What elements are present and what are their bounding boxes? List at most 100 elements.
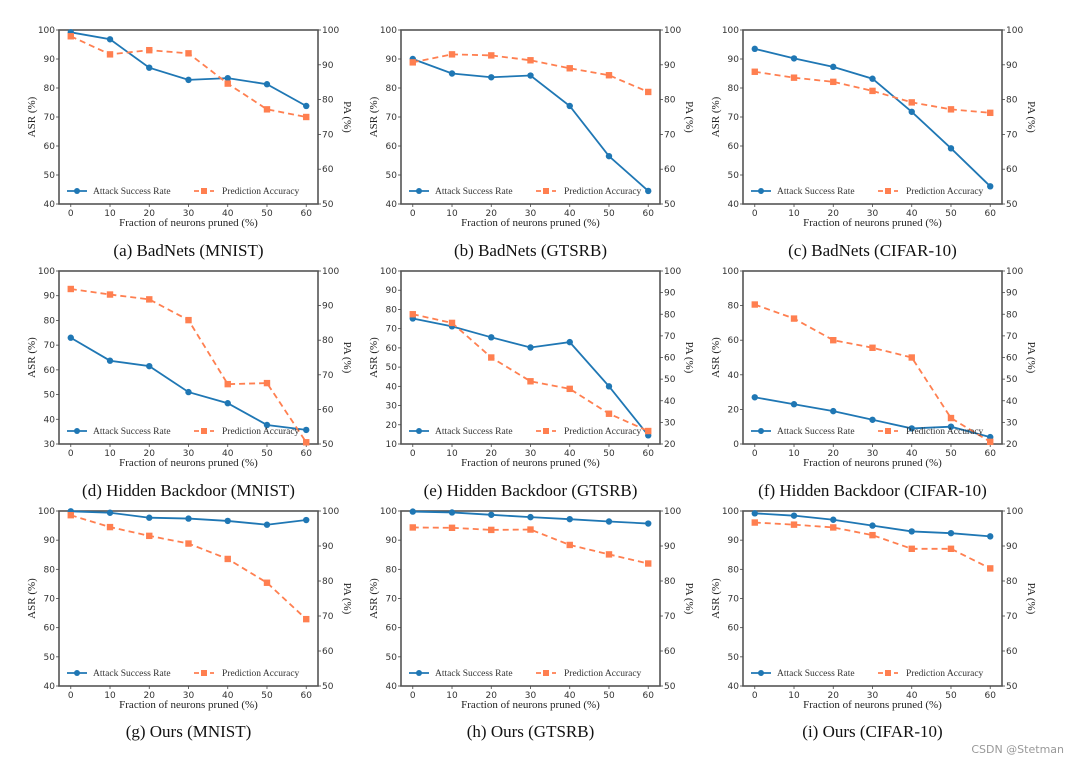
pa-point [185, 50, 192, 57]
pa-point [908, 354, 915, 361]
legend-asr-marker [74, 188, 80, 194]
x-tick-label: 0 [68, 209, 74, 219]
x-tick-label: 60 [985, 691, 997, 701]
pa-point [409, 524, 416, 531]
pa-point [645, 560, 652, 567]
x-tick-label: 40 [564, 691, 576, 701]
y-axis-label: ASR (%) [26, 337, 38, 378]
y-axis-label: ASR (%) [26, 578, 38, 619]
legend-pa-marker [201, 188, 207, 194]
y-tick-label: 50 [44, 171, 56, 181]
asr-point [751, 394, 758, 401]
asr-line [412, 58, 649, 192]
y2-tick-label: 60 [322, 405, 334, 415]
x-tick-label: 60 [301, 691, 313, 701]
x-tick-label: 10 [788, 449, 800, 459]
pa-point [830, 337, 837, 344]
asr-point [146, 514, 153, 521]
y2-tick-label: 40 [1006, 397, 1018, 407]
x-tick-label: 60 [301, 209, 313, 219]
x-tick-label: 40 [564, 209, 576, 219]
y2-tick-label: 100 [1006, 507, 1023, 517]
x-tick-label: 30 [867, 449, 879, 459]
x-tick-label: 40 [906, 691, 918, 701]
asr-point [869, 416, 876, 423]
y2-tick-label: 70 [322, 371, 334, 381]
series-pa [751, 68, 994, 117]
y-tick-label: 40 [728, 682, 740, 692]
y-tick-label: 100 [722, 507, 739, 517]
y2-tick-label: 20 [664, 440, 676, 450]
plot-frame [58, 270, 319, 445]
pa-line [70, 35, 307, 118]
y-axis-label: ASR (%) [710, 578, 722, 619]
asr-point [185, 76, 192, 84]
y-tick-label: 20 [386, 421, 398, 431]
x-axis-label: Fraction of neurons pruned (%) [461, 699, 600, 711]
legend-asr-marker [74, 428, 80, 434]
x-tick-label: 30 [183, 209, 195, 219]
legend-pa-label: Prediction Accuracy [564, 427, 642, 437]
asr-point [566, 515, 573, 523]
plot-frame [58, 510, 319, 687]
pa-point [987, 438, 994, 446]
pa-point [790, 74, 798, 81]
pa-point [448, 524, 456, 531]
x-tick-label: 30 [867, 209, 879, 219]
series-pa [409, 311, 652, 435]
pa-point [830, 524, 837, 531]
asr-point [605, 152, 613, 160]
x-axis-label: Fraction of neurons pruned (%) [803, 217, 942, 229]
y2-tick-label: 40 [664, 397, 676, 407]
x-axis-label: Fraction of neurons pruned (%) [461, 217, 600, 229]
legend: Attack Success Rate Prediction Accuracy [67, 427, 300, 437]
asr-point [224, 400, 231, 407]
x-tick-label: 0 [752, 209, 758, 219]
y-tick-label: 100 [38, 26, 55, 36]
y-tick-label: 50 [44, 653, 56, 663]
y-axis-label: ASR (%) [26, 96, 38, 137]
subplot-c: 40 50 60 70 80 90 100 50 60 70 80 90 100 0 10 20 30 40 50 6… [710, 26, 1037, 260]
y2-tick-label: 60 [664, 647, 676, 657]
y2-tick-label: 70 [664, 332, 676, 342]
y-tick-label: 90 [728, 536, 740, 546]
x-tick-label: 40 [906, 209, 918, 219]
asr-point [987, 183, 994, 190]
y-tick-label: 100 [38, 507, 55, 517]
legend-pa-label: Prediction Accuracy [906, 187, 984, 197]
y-tick-label: 90 [44, 536, 56, 546]
series-pa [67, 33, 310, 121]
x-tick-label: 10 [104, 449, 116, 459]
asr-point [224, 74, 231, 82]
y2-axis-label: PA (%) [683, 583, 695, 615]
y-axis-label: ASR (%) [368, 337, 380, 378]
y-tick-label: 60 [728, 336, 740, 346]
y-tick-label: 100 [722, 267, 739, 277]
x-tick-label: 60 [985, 209, 997, 219]
x-tick-label: 10 [788, 209, 800, 219]
x-tick-label: 30 [525, 449, 537, 459]
x-tick-label: 20 [144, 691, 156, 701]
y-tick-label: 50 [728, 171, 740, 181]
y2-tick-label: 70 [1006, 612, 1018, 622]
legend: Attack Success Rate Prediction Accuracy [409, 427, 642, 437]
asr-point [409, 508, 416, 515]
asr-point [263, 421, 271, 429]
series-pa [67, 285, 310, 446]
pa-point [566, 65, 573, 72]
legend-pa-marker [543, 188, 549, 194]
y-tick-label: 80 [386, 84, 398, 94]
x-axis-label: Fraction of neurons pruned (%) [803, 457, 942, 469]
asr-point [224, 517, 231, 525]
pa-point [645, 88, 652, 96]
y2-tick-label: 100 [322, 267, 339, 277]
asr-point [185, 515, 192, 522]
subplot-caption: (c) BadNets (CIFAR-10) [788, 241, 957, 260]
x-tick-label: 20 [144, 209, 156, 219]
pa-point [605, 551, 613, 558]
asr-point [947, 529, 955, 537]
subplot-f: 0 20 40 60 80 100 20 30 40 50 60 70 80 90 100 0 10 20 30 40… [710, 267, 1037, 500]
y-tick-label: 40 [386, 200, 398, 210]
y2-tick-label: 20 [1006, 440, 1018, 450]
y2-axis-label: PA (%) [683, 342, 695, 374]
